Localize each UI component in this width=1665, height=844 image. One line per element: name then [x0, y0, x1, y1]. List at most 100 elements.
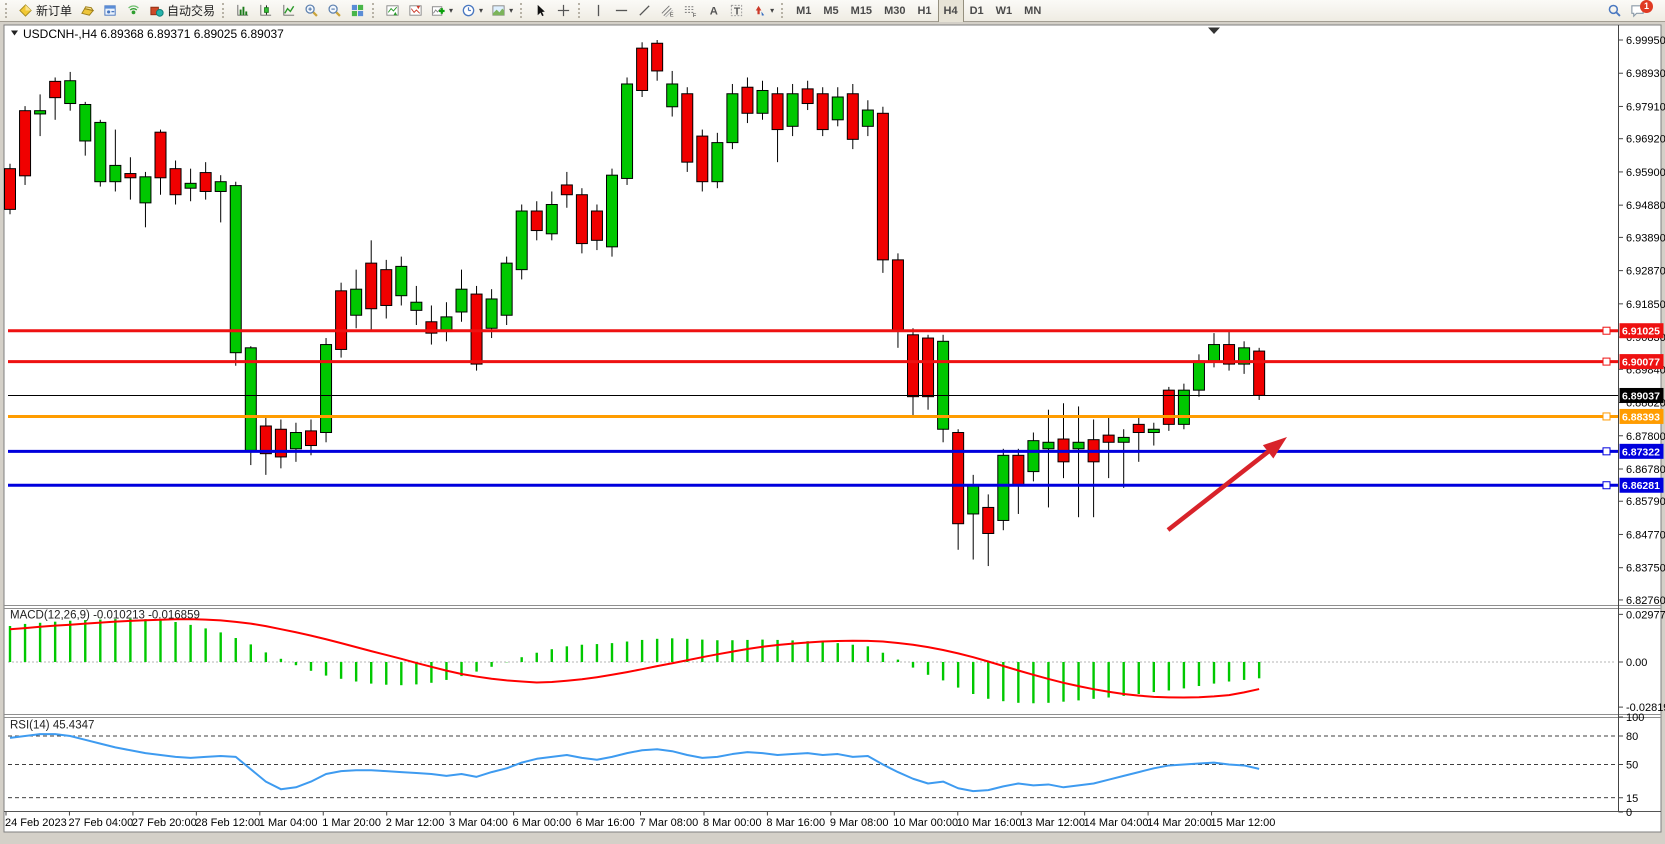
- toolbar-grip[interactable]: [578, 3, 583, 18]
- candle-body: [1118, 437, 1129, 442]
- candlestick-chart-button[interactable]: [254, 1, 277, 21]
- new-order-button[interactable]: 新订单: [14, 1, 76, 21]
- time-axis-label: 8 Mar 16:00: [766, 817, 825, 829]
- candle-body: [1013, 455, 1024, 484]
- candle-body: [1028, 441, 1039, 472]
- line-handle[interactable]: [1603, 327, 1610, 334]
- candle-body: [652, 43, 663, 71]
- timeframe-button-h4[interactable]: H4: [938, 0, 964, 23]
- timeframe-button-m1[interactable]: M1: [790, 0, 817, 23]
- cursor-button[interactable]: [529, 1, 552, 21]
- market-watch-button[interactable]: [99, 1, 122, 21]
- time-axis-label: 9 Mar 08:00: [830, 817, 889, 829]
- search-button[interactable]: [1603, 1, 1626, 21]
- text-button[interactable]: A: [702, 1, 725, 21]
- zoom-out-button[interactable]: [323, 1, 346, 21]
- line-chart-button[interactable]: [277, 1, 300, 21]
- vertical-line-button[interactable]: [587, 1, 610, 21]
- signals-icon: [126, 3, 141, 18]
- gold-ingot-button[interactable]: [76, 1, 99, 21]
- horizontal-line-button[interactable]: [610, 1, 633, 21]
- candle-body: [787, 94, 798, 127]
- arrows-shapes-icon: [752, 3, 767, 18]
- toolbar-grip[interactable]: [520, 3, 525, 18]
- timeframe-button-h1[interactable]: H1: [911, 0, 937, 23]
- candle-body: [742, 87, 753, 113]
- timeframe-button-m30[interactable]: M30: [878, 0, 911, 23]
- candle-body: [591, 211, 602, 240]
- rsi-axis-label: 15: [1626, 793, 1638, 805]
- toolbar-grip[interactable]: [5, 3, 10, 18]
- time-axis-label: 24 Feb 2023: [5, 817, 67, 829]
- candle-body: [1043, 442, 1054, 449]
- candle-body: [682, 94, 693, 162]
- toolbar-grip[interactable]: [372, 3, 377, 18]
- channel-button[interactable]: E: [656, 1, 679, 21]
- timeframe-button-mn[interactable]: MN: [1018, 0, 1047, 23]
- cursor-icon: [533, 3, 548, 18]
- line-chart-icon: [281, 3, 296, 18]
- bar-chart-button[interactable]: [231, 1, 254, 21]
- crosshair-button[interactable]: [552, 1, 575, 21]
- indicators-button[interactable]: ▾: [427, 1, 457, 21]
- zoom-in-button[interactable]: [300, 1, 323, 21]
- rsi-axis-label: 50: [1626, 760, 1638, 772]
- candle-body: [80, 104, 91, 140]
- macd-axis-label: 0.029774: [1626, 609, 1665, 621]
- templates-button[interactable]: ▾: [487, 1, 517, 21]
- time-axis-label: 1 Mar 20:00: [322, 817, 381, 829]
- fibonacci-button[interactable]: F: [679, 1, 702, 21]
- line-handle[interactable]: [1603, 482, 1610, 489]
- chart-profiles-button[interactable]: [404, 1, 427, 21]
- candle-body: [1073, 442, 1084, 449]
- text-label-button[interactable]: T: [725, 1, 748, 21]
- shapes-button[interactable]: ▾: [748, 1, 778, 21]
- chart-canvas[interactable]: 6.999506.989306.979106.969206.959006.948…: [0, 22, 1665, 839]
- candle-body: [847, 94, 858, 140]
- equidistant-channel-icon: E: [660, 3, 675, 18]
- template-image-icon: [491, 3, 506, 18]
- timeframe-button-w1[interactable]: W1: [990, 0, 1019, 23]
- time-axis-label: 13 Mar 12:00: [1020, 817, 1085, 829]
- line-handle[interactable]: [1603, 358, 1610, 365]
- candle-body: [230, 186, 241, 353]
- feedback-button[interactable]: 1: [1626, 1, 1649, 21]
- candle-body: [968, 485, 979, 514]
- timeframe-button-m5[interactable]: M5: [817, 0, 844, 23]
- candle-body: [832, 97, 843, 120]
- candle-body: [306, 431, 317, 446]
- price-tick-label: 6.86780: [1626, 464, 1665, 476]
- price-tick-label: 6.94880: [1626, 200, 1665, 212]
- candle-body: [1103, 435, 1114, 442]
- auto-trading-label: 自动交易: [167, 2, 215, 19]
- candle-body: [50, 81, 61, 97]
- text-label-icon: T: [729, 3, 744, 18]
- timeframe-button-d1[interactable]: D1: [964, 0, 990, 23]
- candle-body: [637, 48, 648, 90]
- toolbar-grip[interactable]: [781, 3, 786, 18]
- candle-body: [5, 169, 16, 210]
- dropdown-caret-icon: ▾: [770, 7, 774, 15]
- line-handle[interactable]: [1603, 413, 1610, 420]
- bar-chart-icon: [235, 3, 250, 18]
- candle-body: [20, 111, 31, 176]
- new-chart-button[interactable]: [381, 1, 404, 21]
- toolbar-grip[interactable]: [222, 3, 227, 18]
- line-handle[interactable]: [1603, 448, 1610, 455]
- candle-body: [1254, 351, 1265, 395]
- auto-trading-button[interactable]: 自动交易: [145, 1, 219, 21]
- zoom-out-icon: [327, 3, 342, 18]
- trendline-button[interactable]: [633, 1, 656, 21]
- signals-button[interactable]: [122, 1, 145, 21]
- timeframe-button-m15[interactable]: M15: [845, 0, 878, 23]
- price-tick-label: 6.93890: [1626, 232, 1665, 244]
- candle-body: [712, 143, 723, 182]
- price-tick-label: 6.92870: [1626, 266, 1665, 278]
- search-icon: [1607, 3, 1622, 18]
- candle-body: [1148, 429, 1159, 432]
- tile-windows-button[interactable]: [346, 1, 369, 21]
- candle-body: [908, 335, 919, 397]
- candle-body: [1193, 361, 1204, 390]
- periods-button[interactable]: ▾: [457, 1, 487, 21]
- time-axis-label: 27 Feb 20:00: [132, 817, 197, 829]
